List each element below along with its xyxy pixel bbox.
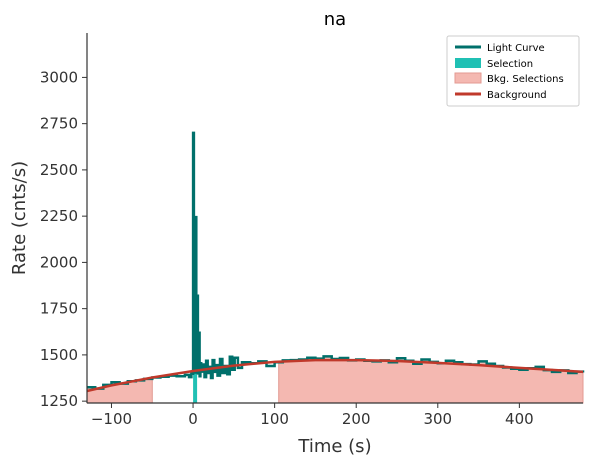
legend-background-label: Background xyxy=(487,90,547,101)
y-tick-label: 1250 xyxy=(40,392,78,410)
legend-light-curve-label: Light Curve xyxy=(487,43,545,54)
legend-bkg-selections-swatch xyxy=(454,72,482,84)
y-tick-label: 2500 xyxy=(40,161,78,179)
axes: −100 0 100 200 300 400 1250 1500 1750 2000 2250 250… xyxy=(40,33,583,428)
x-axis-label: Time (s) xyxy=(297,436,371,457)
background-model-line xyxy=(86,358,584,393)
y-axis-label: Rate (cnts/s) xyxy=(9,161,30,275)
x-tick-label: 0 xyxy=(188,410,198,428)
y-tick-label: 3000 xyxy=(40,68,78,86)
y-tick-label: 1750 xyxy=(40,300,78,318)
y-tick-label: 1500 xyxy=(40,346,78,364)
chart-title: na xyxy=(324,9,346,30)
legend: Light Curve Selection Bkg. Selections Ba… xyxy=(446,35,580,107)
light-curve-line xyxy=(87,131,585,390)
x-tick-label: 300 xyxy=(423,410,452,428)
legend-selection-swatch xyxy=(455,58,481,68)
y-tick-label: 2250 xyxy=(40,207,78,225)
plot-area xyxy=(86,131,585,404)
x-tick-label: 400 xyxy=(505,410,534,428)
y-tick-label: 2000 xyxy=(40,253,78,271)
legend-selection-label: Selection xyxy=(487,59,533,70)
x-tick-label: 200 xyxy=(342,410,371,428)
y-tick-label: 2750 xyxy=(40,115,78,133)
legend-frame xyxy=(446,35,580,107)
x-tick-label: −100 xyxy=(91,410,132,428)
x-tick-label: 100 xyxy=(260,410,289,428)
legend-bkg-selections-label: Bkg. Selections xyxy=(487,74,564,85)
